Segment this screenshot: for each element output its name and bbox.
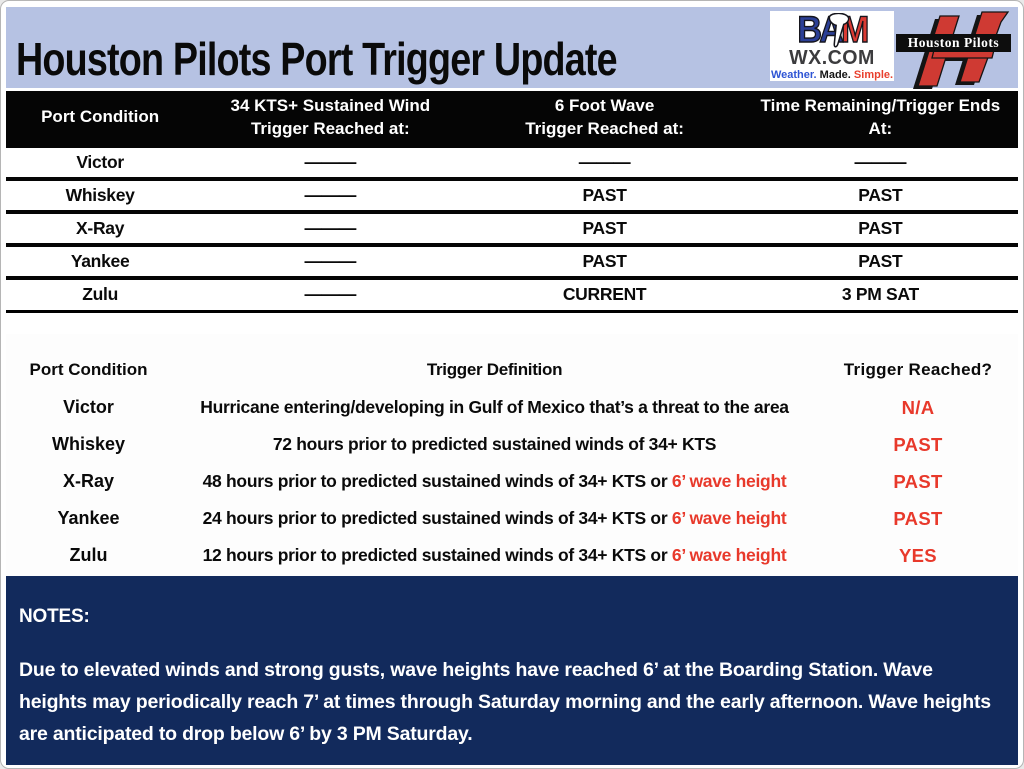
table-row-yankee: Yankee ——— PAST PAST: [6, 243, 1018, 278]
notes-section: NOTES: Due to elevated winds and strong …: [6, 576, 1018, 765]
header-time-remaining: Time Remaining/Trigger Ends At:: [742, 91, 1018, 146]
wave-status: CURRENT: [466, 276, 743, 311]
wave-status: PAST: [466, 243, 743, 278]
status-table-header-row: Port Condition 34 KTS+ Sustained Wind Tri…: [6, 91, 1018, 146]
wind-status: ———: [194, 177, 467, 212]
port-name: X-Ray: [62, 471, 115, 491]
bam-wx-logo: BAM WX.COM Weather. Made. Simple.: [770, 9, 894, 82]
port-name: Whiskey: [51, 434, 126, 454]
definition-header-row: Port Condition Trigger Definition Trigge…: [6, 355, 1018, 385]
wave-height-fragment: 6’ wave height: [671, 508, 787, 528]
wave-status: PAST: [466, 177, 743, 212]
time-status: ———: [742, 144, 1018, 179]
definition-row-xray: X-Ray 48 hours prior to predicted sustai…: [6, 463, 1018, 500]
port-name: Yankee: [57, 508, 120, 528]
header-trigger-reached: Trigger Reached?: [843, 360, 993, 379]
definition-row-yankee: Yankee 24 hours prior to predicted susta…: [6, 500, 1018, 537]
wave-height-fragment: 6’ wave height: [671, 471, 787, 491]
table-row-xray: X-Ray ——— PAST PAST: [6, 210, 1018, 245]
table-row-whiskey: Whiskey ——— PAST PAST: [6, 177, 1018, 212]
wave-status: PAST: [466, 210, 743, 245]
trigger-definition: 72 hours prior to predicted sustained wi…: [272, 434, 717, 454]
houston-pilots-logo: Houston Pilots: [896, 10, 1014, 92]
port-name: Zulu: [6, 276, 195, 311]
status-badge: N/A: [901, 396, 935, 418]
table-row-victor: Victor ——— ——— ———: [6, 144, 1018, 179]
header-trigger-definition: Trigger Definition: [426, 360, 563, 379]
bam-tagline: Weather. Made. Simple.: [770, 69, 894, 82]
wind-status: ———: [194, 243, 467, 278]
wind-status: ———: [194, 144, 467, 179]
title-banner: Houston Pilots Port Trigger Update BAM W…: [6, 7, 1018, 89]
port-name: Whiskey: [6, 177, 195, 212]
port-name: Zulu: [69, 545, 108, 565]
time-status: PAST: [742, 210, 1018, 245]
page-title: Houston Pilots Port Trigger Update: [16, 33, 618, 85]
header-wave-trigger: 6 Foot Wave Trigger Reached at:: [466, 91, 743, 146]
bam-letter-b: B: [797, 9, 823, 50]
notes-body: Due to elevated winds and strong gusts, …: [19, 659, 991, 745]
status-badge: PAST: [893, 470, 943, 492]
time-status: 3 PM SAT: [742, 276, 1018, 311]
tagline-simple: Simple.: [853, 69, 894, 81]
status-badge: PAST: [893, 433, 943, 455]
notes-label: NOTES:: [19, 606, 90, 627]
trigger-definition-table: Port Condition Trigger Definition Trigge…: [6, 334, 1018, 576]
port-name: Victor: [6, 144, 195, 179]
header-port-condition: Port Condition: [29, 360, 148, 379]
port-name: X-Ray: [6, 210, 195, 245]
wave-height-fragment: 6’ wave height: [671, 545, 787, 565]
houston-pilots-label: Houston Pilots: [896, 34, 1011, 52]
wind-status: ———: [194, 276, 467, 311]
header-wind-trigger: 34 KTS+ Sustained Wind Trigger Reached at…: [194, 91, 467, 146]
tagline-made: Made.: [819, 69, 851, 81]
time-status: PAST: [742, 177, 1018, 212]
port-status-table: Port Condition 34 KTS+ Sustained Wind Tri…: [6, 91, 1018, 334]
tornado-icon: [828, 13, 850, 48]
port-name: Victor: [63, 397, 114, 417]
trigger-definition: 24 hours prior to predicted sustained wi…: [202, 508, 787, 528]
trigger-definition: 12 hours prior to predicted sustained wi…: [202, 545, 787, 565]
definition-row-whiskey: Whiskey 72 hours prior to predicted sust…: [6, 426, 1018, 463]
wave-status: ———: [466, 144, 743, 179]
trigger-definition: 48 hours prior to predicted sustained wi…: [202, 471, 787, 491]
table-row-zulu: Zulu ——— CURRENT 3 PM SAT: [6, 276, 1018, 311]
status-badge: PAST: [893, 507, 943, 529]
header-port-condition: Port Condition: [6, 91, 195, 146]
definition-row-victor: Victor Hurricane entering/developing in …: [6, 389, 1018, 426]
time-status: PAST: [742, 243, 1018, 278]
definition-row-zulu: Zulu 12 hours prior to predicted sustain…: [6, 537, 1018, 574]
wind-status: ———: [194, 210, 467, 245]
trigger-definition: Hurricane entering/developing in Gulf of…: [200, 397, 789, 417]
bam-wxcom-text: WX.COM: [789, 47, 875, 69]
port-name: Yankee: [6, 243, 195, 278]
tagline-weather: Weather.: [770, 69, 817, 81]
status-badge: YES: [899, 544, 937, 566]
